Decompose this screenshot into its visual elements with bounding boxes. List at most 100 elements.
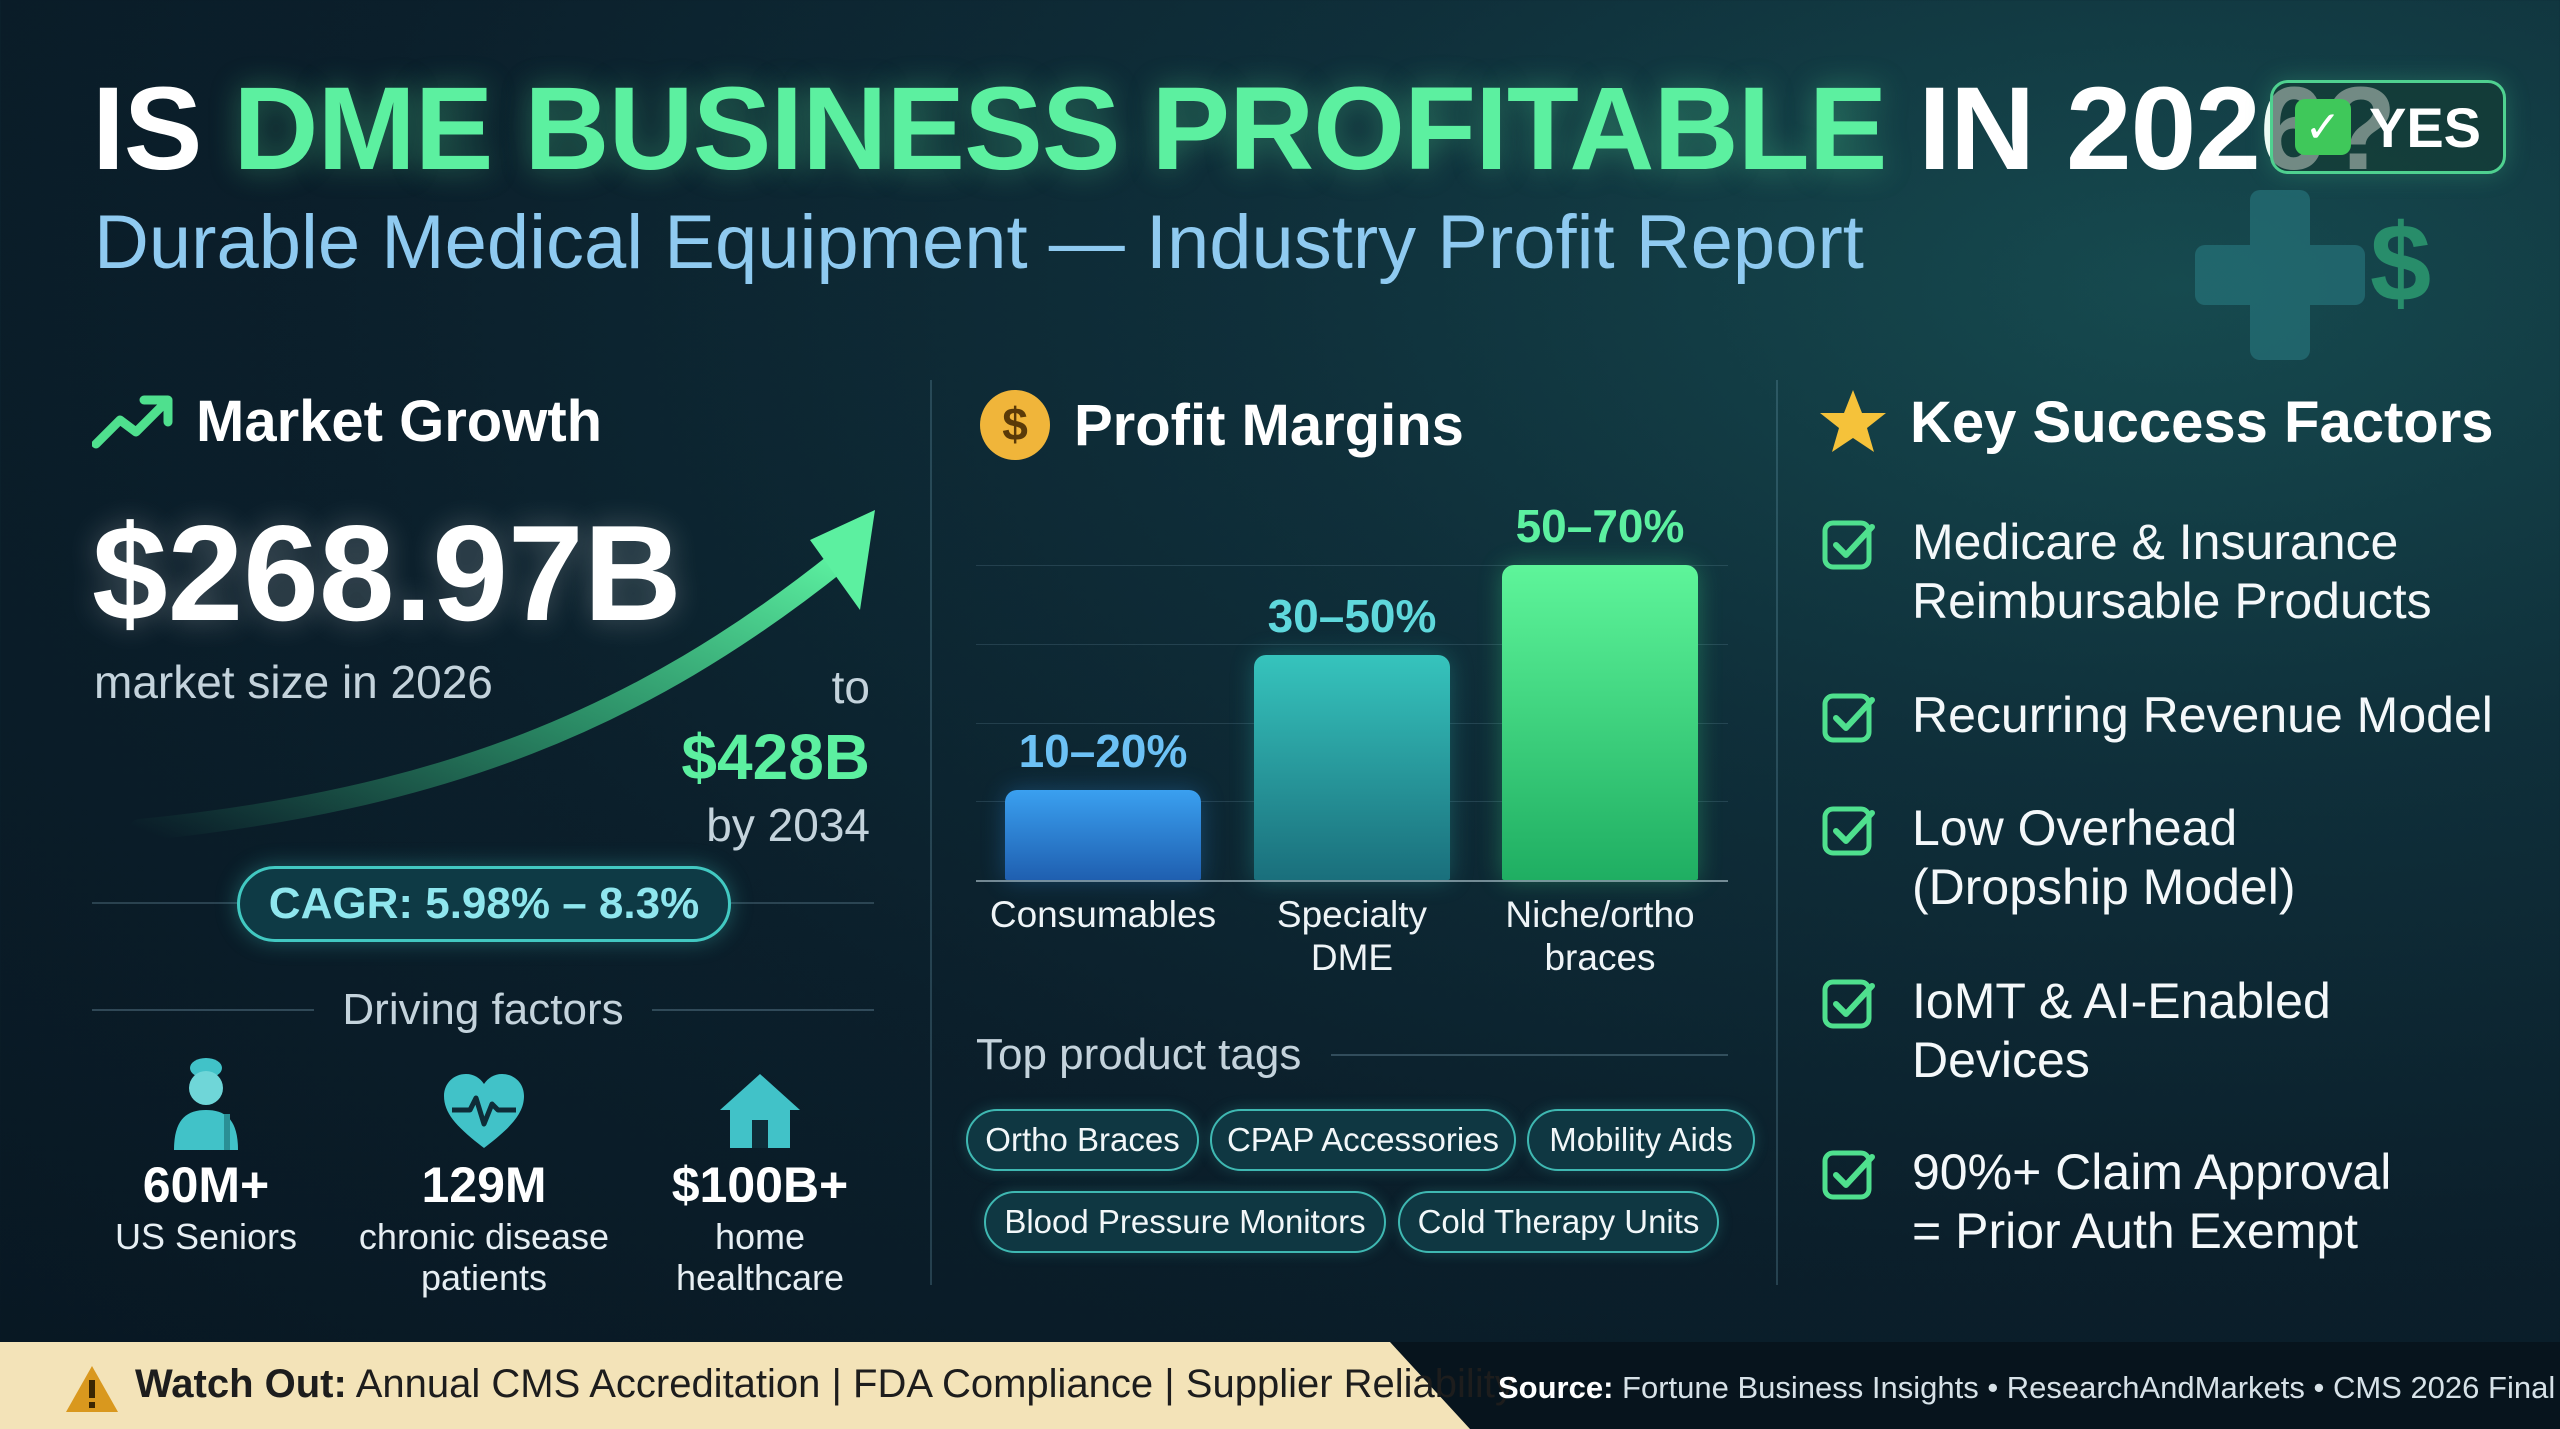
home-icon (720, 1074, 800, 1148)
success-factor-line: = Prior Auth Exempt (1912, 1203, 2359, 1259)
chart-bar (1254, 655, 1450, 880)
tag-mobility-aids: Mobility Aids (1527, 1109, 1755, 1171)
success-factor-line: 90%+ Claim Approval (1912, 1144, 2392, 1200)
tag-cold-therapy-units: Cold Therapy Units (1398, 1191, 1719, 1253)
chart-x-axis (976, 880, 1728, 882)
factor-value: 60M+ (142, 1157, 270, 1213)
checkbox-check-icon (1822, 693, 1875, 743)
market-size-caption: market size in 2026 (94, 656, 493, 708)
future-value-block: to $428B by 2034 (681, 660, 870, 852)
divider-line (1331, 1054, 1728, 1056)
checkbox-check-icon (1822, 979, 1875, 1029)
chart-category-line: Consumables (989, 894, 1217, 935)
title-highlight-profitable: PROFITABLE (1151, 63, 1887, 195)
success-factor-item: Low Overhead (Dropship Model) (1822, 799, 2295, 917)
svg-text:$: $ (1002, 398, 1028, 450)
chart-category-label: Specialty DME (1212, 894, 1492, 979)
growth-arrow (129, 510, 875, 840)
success-factors-title: Key Success Factors (1910, 389, 2494, 455)
warning-text: Watch Out: Annual CMS Accreditation | FD… (135, 1362, 1515, 1407)
cagr-pill: CAGR: 5.98% – 8.3% (237, 866, 731, 942)
source-detail: Fortune Business Insights • ResearchAndM… (1613, 1370, 2560, 1405)
medical-cross-icon (2195, 190, 2365, 360)
page-subtitle: Durable Medical Equipment — Industry Pro… (94, 200, 1864, 285)
success-factor-line: (Dropship Model) (1912, 859, 2296, 915)
dollar-coin-icon: $ (980, 390, 1050, 460)
chart-category-line: DME (1310, 936, 1394, 978)
factor-chronic-patients: 129M chronic disease patients (354, 1050, 614, 1299)
column-divider (1776, 380, 1778, 1285)
chart-category-line: Specialty (1276, 894, 1428, 935)
driving-factors-heading: Driving factors (92, 985, 874, 1035)
success-factor-item: Medicare & Insurance Reimbursable Produc… (1822, 513, 2432, 631)
profit-margins-title: Profit Margins (1074, 392, 1464, 458)
success-factor-item: Recurring Revenue Model (1822, 686, 2493, 746)
success-factor-line: Medicare & Insurance (1912, 514, 2399, 570)
tag-ortho-braces: Ortho Braces (966, 1109, 1199, 1171)
factor-desc-line: healthcare (675, 1257, 845, 1299)
success-factors-heading: Key Success Factors (1818, 388, 2494, 456)
success-factor-line: Recurring Revenue Model (1912, 687, 2493, 743)
factor-desc-line: chronic disease (358, 1216, 610, 1257)
star-icon (1820, 390, 1886, 452)
chart-bar (1502, 565, 1698, 880)
dollar-sign-icon: $ (2370, 202, 2432, 325)
driving-factors-title: Driving factors (342, 985, 624, 1034)
factor-desc-line: home (714, 1216, 806, 1257)
trending-up-icon (92, 395, 173, 448)
warning-triangle-icon (66, 1366, 118, 1412)
market-growth-heading: Market Growth (92, 388, 602, 455)
success-factor-line: Reimbursable Products (1912, 573, 2432, 629)
success-factor-line: Low Overhead (1912, 800, 2238, 856)
checkbox-check-icon (1822, 1150, 1875, 1200)
success-factor-item: 90%+ Claim Approval = Prior Auth Exempt (1822, 1143, 2391, 1261)
success-factor-item: IoMT & AI-Enabled Devices (1822, 972, 2331, 1090)
senior-person-icon (174, 1058, 238, 1150)
check-mark-icon: ✓ (2294, 99, 2351, 155)
column-divider (930, 380, 932, 1285)
factor-desc-line: patients (420, 1257, 548, 1299)
factor-desc-line: US Seniors (114, 1216, 298, 1257)
factor-seniors: 60M+ US Seniors (76, 1050, 336, 1257)
to-label: to (831, 661, 870, 713)
profit-margins-heading: $ Profit Margins (978, 388, 1464, 462)
market-size-value: $268.97B (92, 497, 682, 649)
success-factor-line: IoMT & AI-Enabled (1912, 973, 2331, 1029)
chart-category-line: braces (1544, 936, 1656, 978)
source-label: Source: (1498, 1370, 1614, 1405)
product-tags-title: Top product tags (976, 1030, 1302, 1079)
success-factor-line: Devices (1912, 1032, 2090, 1088)
source-text: Source: Fortune Business Insights • Rese… (1498, 1370, 2560, 1406)
tag-cpap-accessories: CPAP Accessories (1210, 1109, 1516, 1171)
tag-blood-pressure-monitors: Blood Pressure Monitors (984, 1191, 1386, 1253)
chart-category-label: Niche/ortho braces (1460, 894, 1740, 979)
title-part-1: IS (92, 63, 234, 195)
page-title: IS DME BUSINESS PROFITABLE IN 2026? (92, 70, 2397, 188)
chart-data-label: 30–50% (1267, 590, 1437, 642)
divider-line (92, 1009, 315, 1011)
chart-category-line: Niche/ortho (1505, 894, 1695, 935)
chart-data-label: 50–70% (1515, 500, 1685, 552)
future-market-value: $428B (681, 721, 870, 793)
market-growth-title: Market Growth (196, 389, 603, 454)
heartbeat-icon (444, 1074, 524, 1148)
warning-banner (0, 1342, 1470, 1429)
divider-line (651, 1009, 874, 1011)
product-tags-heading: Top product tags (976, 1030, 1728, 1080)
chart-bar (1005, 790, 1201, 880)
chart-gridline (976, 565, 1728, 566)
title-highlight-dme: DME BUSINESS (233, 63, 1120, 195)
factor-home-healthcare: $100B+ home healthcare (630, 1050, 890, 1299)
checkbox-check-icon (1822, 520, 1875, 570)
chart-data-label: 10–20% (1018, 725, 1188, 777)
chart-category-label: Consumables (963, 894, 1243, 937)
chart-gridline (976, 643, 1728, 645)
checkbox-check-icon (1822, 806, 1875, 856)
yes-label: YES (2368, 95, 2482, 159)
title-space (1120, 63, 1152, 195)
factor-value: 129M (421, 1157, 547, 1213)
yes-badge: ✓ YES (2270, 80, 2506, 174)
factor-value: $100B+ (671, 1157, 849, 1213)
warning-detail: Annual CMS Accreditation | FDA Complianc… (346, 1362, 1515, 1406)
warning-label: Watch Out: (135, 1362, 347, 1406)
